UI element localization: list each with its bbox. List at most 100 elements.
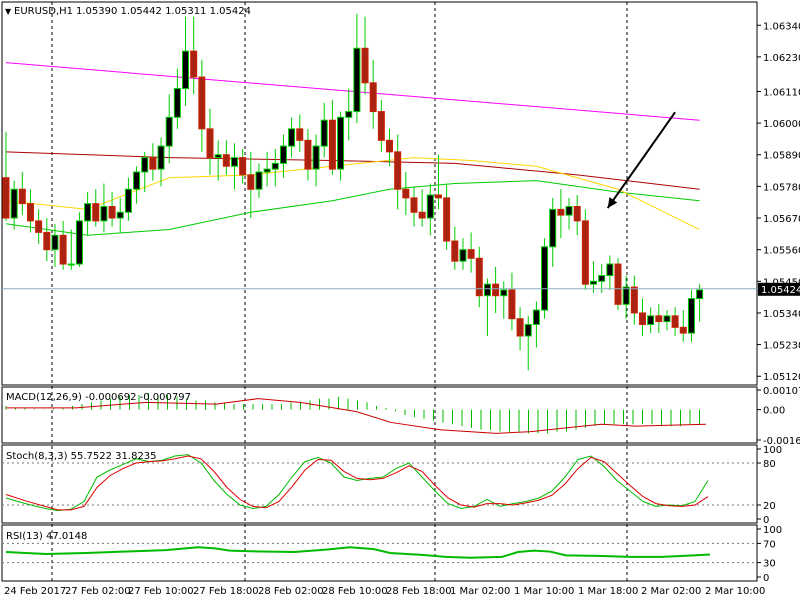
candle-body bbox=[2, 177, 10, 219]
stochastic-indicator: Stoch(8,3,3) 55.7522 31.8235 100 80 20 0 bbox=[2, 445, 782, 526]
price-tick-label: 1.06340 bbox=[763, 21, 800, 32]
stoch-signal-line bbox=[5, 455, 709, 511]
moving-average-line bbox=[5, 151, 700, 190]
candle-body bbox=[443, 197, 451, 242]
candle-body bbox=[239, 157, 247, 176]
candle-body bbox=[279, 145, 287, 164]
time-label: 27 Feb 10:00 bbox=[128, 586, 194, 597]
stoch-tick-label: 80 bbox=[763, 459, 776, 470]
candle-body bbox=[475, 257, 483, 297]
time-label: 27 Feb 18:00 bbox=[193, 586, 259, 597]
moving-average-line bbox=[5, 62, 700, 121]
candle-body bbox=[345, 111, 353, 118]
stoch-label: Stoch(8,3,3) 55.7522 31.8235 bbox=[6, 451, 157, 462]
price-tick-label: 1.05560 bbox=[763, 246, 800, 257]
candle-body bbox=[369, 82, 377, 113]
rsi-label: RSI(13) 47.0148 bbox=[6, 531, 87, 542]
price-tick-label: 1.06000 bbox=[763, 119, 800, 130]
candle-body bbox=[386, 139, 394, 153]
candle-body bbox=[426, 194, 434, 219]
vertical-gridlines bbox=[51, 2, 628, 581]
candle-body bbox=[271, 162, 279, 170]
candle-body bbox=[173, 88, 181, 118]
candle-body bbox=[402, 188, 410, 199]
candle-body bbox=[100, 206, 108, 222]
candle-body bbox=[43, 231, 51, 251]
candle-body bbox=[304, 139, 312, 170]
candle-body bbox=[614, 263, 622, 305]
rsi-tick-label: 100 bbox=[763, 525, 782, 536]
candle-body bbox=[320, 119, 328, 147]
candle-body bbox=[67, 263, 75, 266]
current-price-tag-bg bbox=[758, 282, 800, 296]
price-tick-label: 1.06230 bbox=[763, 53, 800, 64]
current-price-label: 1.05424 bbox=[761, 285, 800, 296]
header-ohlc: 1.05390 1.05442 1.05311 1.05424 bbox=[76, 6, 251, 17]
candle-body bbox=[108, 206, 116, 219]
candle-body bbox=[92, 203, 100, 222]
stoch-tick-label: 0 bbox=[763, 515, 769, 526]
candle-body bbox=[647, 315, 655, 325]
candle-body bbox=[524, 323, 532, 337]
candle-body bbox=[312, 145, 320, 170]
candle-body bbox=[492, 283, 500, 297]
candle-body bbox=[206, 128, 214, 159]
pane-frames bbox=[1, 1, 758, 582]
candle-body bbox=[483, 283, 491, 297]
candle-body bbox=[124, 188, 132, 213]
macd-tick-label: -0.00166 bbox=[763, 436, 800, 447]
rsi-tick-label: 30 bbox=[763, 559, 776, 570]
time-label: 28 Feb 18:00 bbox=[386, 586, 452, 597]
candle-body bbox=[214, 154, 222, 159]
time-label: 28 Feb 02:00 bbox=[258, 586, 324, 597]
candle-body bbox=[263, 168, 271, 173]
candle-body bbox=[141, 157, 149, 173]
time-label: 27 Feb 02:00 bbox=[65, 586, 131, 597]
candle-body bbox=[541, 246, 549, 311]
candle-body bbox=[598, 275, 606, 282]
candle-body bbox=[663, 315, 671, 323]
candle-body bbox=[247, 174, 255, 190]
candle-body bbox=[630, 286, 638, 314]
symbol-label: EURUSD,H1 bbox=[14, 6, 73, 17]
macd-label: MACD(12,26,9) -0.000692 -0.000797 bbox=[6, 392, 191, 403]
candle-body bbox=[671, 315, 679, 328]
price-tick-label: 1.05120 bbox=[763, 372, 800, 383]
rsi-line bbox=[5, 546, 711, 559]
candle-body bbox=[149, 157, 157, 170]
chart-header: ▼ EURUSD,H1 1.05390 1.05442 1.05311 1.05… bbox=[5, 6, 251, 17]
candle-body bbox=[337, 116, 345, 170]
candle-body bbox=[467, 249, 475, 259]
candle-body bbox=[418, 211, 426, 219]
candle-body bbox=[581, 220, 589, 285]
candle-body bbox=[696, 289, 704, 300]
candle-body bbox=[434, 194, 442, 199]
time-label: 1 Mar 18:00 bbox=[578, 586, 638, 597]
candle-body bbox=[590, 280, 598, 285]
candle-body bbox=[353, 47, 361, 113]
candle-body bbox=[557, 208, 565, 216]
rsi-tick-label: 0 bbox=[763, 573, 769, 584]
candle-body bbox=[296, 128, 304, 141]
candle-body bbox=[255, 171, 263, 190]
candle-body bbox=[59, 234, 67, 265]
candle-body bbox=[532, 309, 540, 325]
candle-body bbox=[18, 188, 26, 205]
candle-body bbox=[638, 312, 646, 325]
current-price-tag: 1.05424 bbox=[758, 282, 800, 296]
stoch-tick-label: 20 bbox=[763, 501, 776, 512]
macd-tick-label: 0.001074 bbox=[763, 386, 800, 397]
candle-body bbox=[230, 157, 238, 167]
candle-body bbox=[10, 188, 18, 219]
candle-body bbox=[182, 50, 190, 90]
candle-body bbox=[198, 76, 206, 130]
candle-body bbox=[26, 203, 34, 222]
candle-body bbox=[75, 220, 83, 265]
candle-body bbox=[549, 208, 557, 248]
candle-body bbox=[410, 197, 418, 213]
rsi-indicator: RSI(13) 47.0148 100 70 30 0 bbox=[2, 525, 782, 584]
rsi-tick-label: 70 bbox=[763, 539, 776, 550]
candle-body bbox=[573, 206, 581, 222]
